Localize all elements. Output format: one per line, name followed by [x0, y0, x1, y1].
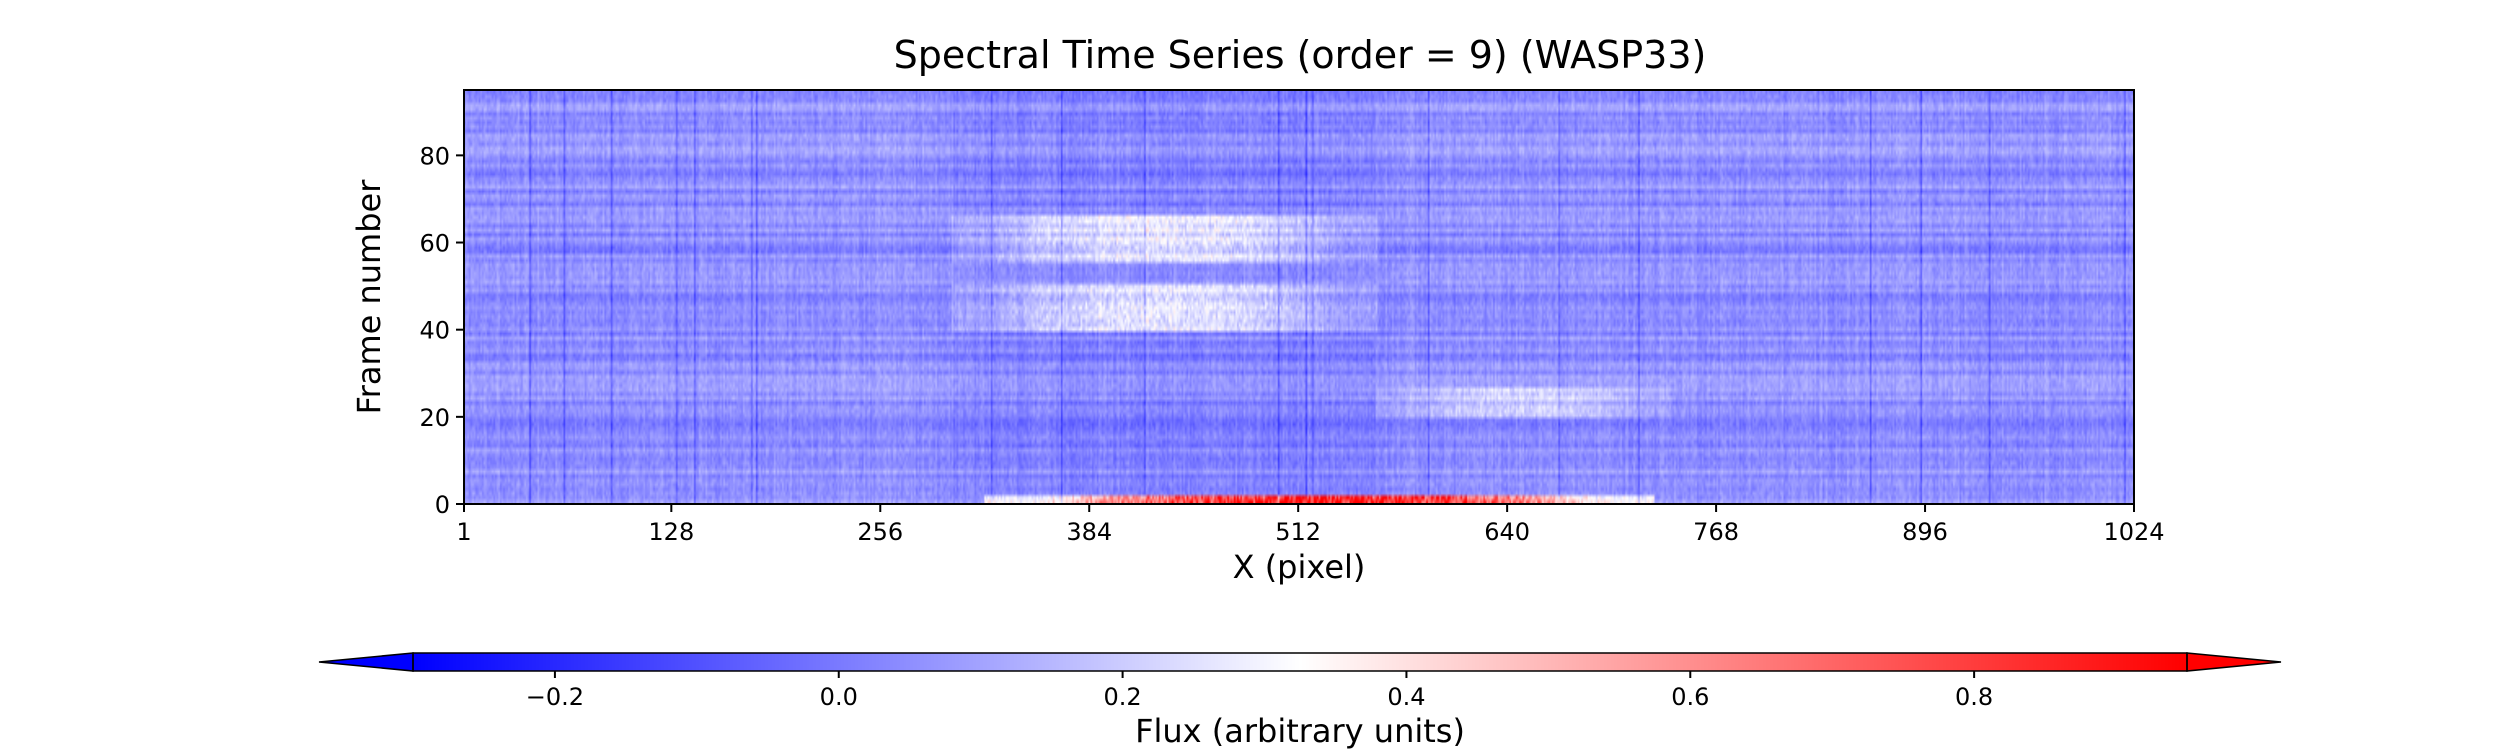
x-axis-label: X (pixel) — [1233, 548, 1366, 586]
y-tick-label: 20 — [419, 404, 450, 432]
plot-area — [463, 89, 2135, 505]
x-tick-label: 768 — [1693, 518, 1739, 546]
y-tick-label: 0 — [435, 491, 450, 519]
x-tick-label: 1024 — [2103, 518, 2164, 546]
x-axis-ticks: 1 128 256 384 512 640 768 896 1024 — [456, 504, 2165, 546]
colorbar-tick-label: 0.8 — [1955, 683, 1993, 711]
x-tick-label: 896 — [1902, 518, 1948, 546]
colorbar-tick-label: 0.2 — [1104, 683, 1142, 711]
colorbar-tick-label: 0.4 — [1387, 683, 1425, 711]
colorbar-frame — [412, 652, 2188, 672]
x-tick-label: 384 — [1066, 518, 1112, 546]
x-tick-label: 1 — [456, 518, 471, 546]
colorbar-tick-label: 0.6 — [1671, 683, 1709, 711]
y-axis-ticks: 0 20 40 60 80 — [419, 142, 464, 519]
x-tick-label: 128 — [648, 518, 694, 546]
y-axis-label: Frame number — [350, 179, 388, 415]
y-tick-label: 80 — [419, 142, 450, 170]
x-tick-label: 512 — [1275, 518, 1321, 546]
colorbar-gradient — [413, 653, 2187, 671]
colorbar: −0.2 0.0 0.2 0.4 0.6 0.8 Flux (arbitrary unit… — [318, 652, 2282, 750]
chart-title: Spectral Time Series (order = 9) (WASP33… — [894, 33, 1707, 77]
x-tick-label: 256 — [857, 518, 903, 546]
colorbar-tick-label: −0.2 — [526, 683, 584, 711]
y-tick-label: 60 — [419, 230, 450, 258]
x-tick-label: 640 — [1484, 518, 1530, 546]
colorbar-label: Flux (arbitrary units) — [1135, 712, 1465, 750]
colorbar-extend-low — [318, 652, 414, 672]
colorbar-extend-high — [2186, 652, 2282, 672]
colorbar-ticks: −0.2 0.0 0.2 0.4 0.6 0.8 — [526, 671, 1993, 711]
colorbar-tick-label: 0.0 — [820, 683, 858, 711]
heatmap-image — [464, 90, 2134, 504]
y-tick-label: 40 — [419, 317, 450, 345]
